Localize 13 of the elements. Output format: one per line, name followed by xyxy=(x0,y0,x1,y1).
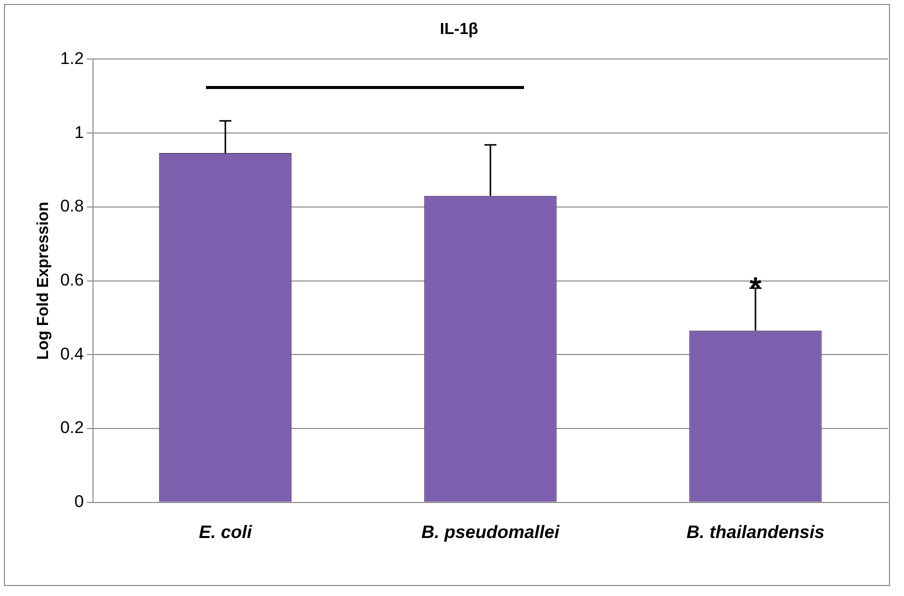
x-tick-label: E. coli xyxy=(198,522,253,542)
y-tick-label: 0.4 xyxy=(60,344,84,364)
chart-title: IL-1β xyxy=(440,21,478,38)
annotation: * xyxy=(750,272,762,306)
y-tick-label: 0.6 xyxy=(60,270,84,290)
y-tick-label: 0.8 xyxy=(60,196,84,216)
y-tick-label: 1 xyxy=(74,122,84,142)
y-tick-label: 0.2 xyxy=(60,418,84,438)
y-tick-label: 0 xyxy=(74,492,84,512)
x-tick-label: B. thailandensis xyxy=(686,522,824,542)
y-tick-label: 1.2 xyxy=(60,48,84,68)
y-axis-title: Log Fold Expression xyxy=(35,202,52,360)
x-tick-label: B. pseudomallei xyxy=(421,522,560,542)
